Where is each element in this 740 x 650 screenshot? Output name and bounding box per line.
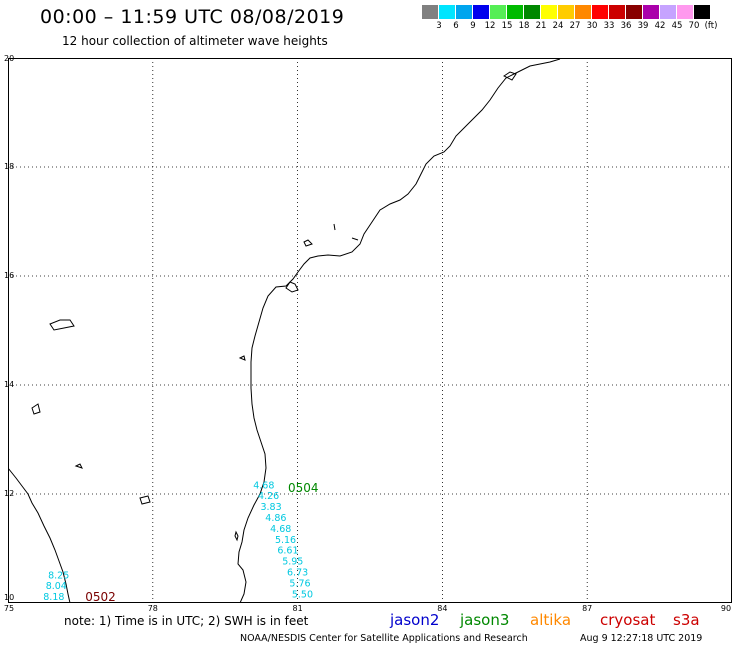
y-tick-label: 12 <box>4 489 15 498</box>
legend-label: 36 <box>620 21 632 31</box>
swh-value: 8.18 <box>43 592 64 603</box>
legend-swatch <box>456 5 473 19</box>
x-tick-label: 81 <box>292 604 303 613</box>
map-title: 00:00 – 11:59 UTC 08/08/2019 <box>40 6 345 28</box>
legend-label: 27 <box>569 21 581 31</box>
lake-inland-d <box>139 495 151 505</box>
legend-swatch <box>677 5 694 19</box>
legend-swatch <box>473 5 490 19</box>
swh-value: 5.95 <box>282 557 303 568</box>
satellite-label-jason2: jason2 <box>390 611 440 629</box>
legend-swatch <box>507 5 524 19</box>
satellite-label-s3a: s3a <box>673 611 700 629</box>
pass-id-label: 0502 <box>85 590 116 603</box>
altimeter-map: 4.684.263.834.864.685.166.615.956.735.76… <box>8 58 732 603</box>
y-tick-label: 20 <box>4 54 15 63</box>
chilika-lake <box>503 71 517 81</box>
legend-swatch <box>609 5 626 19</box>
kolleru-lake <box>303 239 313 247</box>
lake-inland-b <box>31 403 41 415</box>
map-frame <box>8 58 732 603</box>
legend-swatch <box>490 5 507 19</box>
generated-timestamp: Aug 9 12:27:18 UTC 2019 <box>580 633 703 644</box>
y-tick-label: 18 <box>4 162 15 171</box>
satellite-label-cryosat: cryosat <box>600 611 656 629</box>
legend-label: 15 <box>501 21 513 31</box>
legend-swatch <box>626 5 643 19</box>
units-note: note: 1) Time is in UTC; 2) SWH is in fe… <box>64 614 309 628</box>
swh-value: 4.68 <box>270 524 291 535</box>
legend-swatch <box>422 5 439 19</box>
swh-value: 8.04 <box>46 581 67 592</box>
legend-label: 42 <box>654 21 666 31</box>
swh-value: 3.83 <box>260 502 281 513</box>
y-tick-label: 16 <box>4 271 15 280</box>
lake-inland-c <box>74 463 83 469</box>
swh-value: 4.68 <box>253 480 274 491</box>
map-grid <box>8 58 732 603</box>
legend-swatch <box>694 5 711 19</box>
legend-label: 9 <box>470 21 476 31</box>
legend-swatch <box>660 5 677 19</box>
pass-id-label: 0504 <box>288 481 319 495</box>
satellite-label-jason3: jason3 <box>460 611 510 629</box>
swh-value: 5.16 <box>275 535 296 546</box>
legend-label: 39 <box>637 21 649 31</box>
legend-label: 3 <box>436 21 442 31</box>
y-tick-label: 14 <box>4 380 15 389</box>
legend-label: 33 <box>603 21 615 31</box>
swh-value: 4.86 <box>265 513 286 524</box>
legend-label: 70 <box>688 21 700 31</box>
coastline <box>8 58 561 603</box>
swh-value: 5.50 <box>292 589 313 600</box>
coastline-east-india <box>237 58 561 603</box>
legend-swatch <box>541 5 558 19</box>
legend-label: 21 <box>535 21 547 31</box>
map-subtitle: 12 hour collection of altimeter wave hei… <box>62 34 328 48</box>
legend-label: 30 <box>586 21 598 31</box>
legend-swatch <box>524 5 541 19</box>
swh-value: 6.61 <box>277 546 298 557</box>
x-tick-label: 87 <box>582 604 593 613</box>
legend-swatch <box>439 5 456 19</box>
x-tick-label: 75 <box>3 604 15 613</box>
pulicat-lagoon <box>234 530 239 542</box>
godavari-delta <box>285 281 299 293</box>
small-islet-a <box>333 223 336 231</box>
legend-label: (ft) <box>704 21 718 31</box>
legend-label: 18 <box>518 21 530 31</box>
lake-inland-e <box>238 355 246 361</box>
swh-value: 8.25 <box>48 570 69 581</box>
swh-value: 4.26 <box>258 491 279 502</box>
legend-label: 6 <box>453 21 459 31</box>
small-islet-b <box>351 237 359 241</box>
x-tick-label: 84 <box>437 604 448 613</box>
legend-swatches <box>422 5 740 19</box>
legend-label: 45 <box>671 21 683 31</box>
x-tick-label: 90 <box>720 604 732 613</box>
lake-inland-a <box>49 319 75 331</box>
color-legend: 3 6 9 12 15 18 21 24 27 30 33 36 39 42 45 70 (ft) <box>422 5 740 31</box>
legend-swatch <box>575 5 592 19</box>
legend-swatch <box>558 5 575 19</box>
satellite-label-altika: altika <box>530 611 572 629</box>
credit-line: NOAA/NESDIS Center for Satellite Applica… <box>240 633 528 644</box>
legend-swatch <box>643 5 660 19</box>
satellite-passes: 4.684.263.834.864.685.166.615.956.735.76… <box>43 480 318 603</box>
swh-value: 6.73 <box>287 568 308 579</box>
legend-swatch <box>592 5 609 19</box>
footer-row: note: 1) Time is in UTC; 2) SWH is in fe… <box>0 611 740 631</box>
legend-labels: 3 6 9 12 15 18 21 24 27 30 33 36 39 42 45 70 (ft) <box>422 19 740 31</box>
y-tick-label: 10 <box>4 593 15 602</box>
coastline-west-india <box>8 467 71 603</box>
x-tick-label: 78 <box>147 604 158 613</box>
swh-value: 5.76 <box>289 578 310 589</box>
legend-label: 24 <box>552 21 564 31</box>
legend-label: 12 <box>484 21 496 31</box>
